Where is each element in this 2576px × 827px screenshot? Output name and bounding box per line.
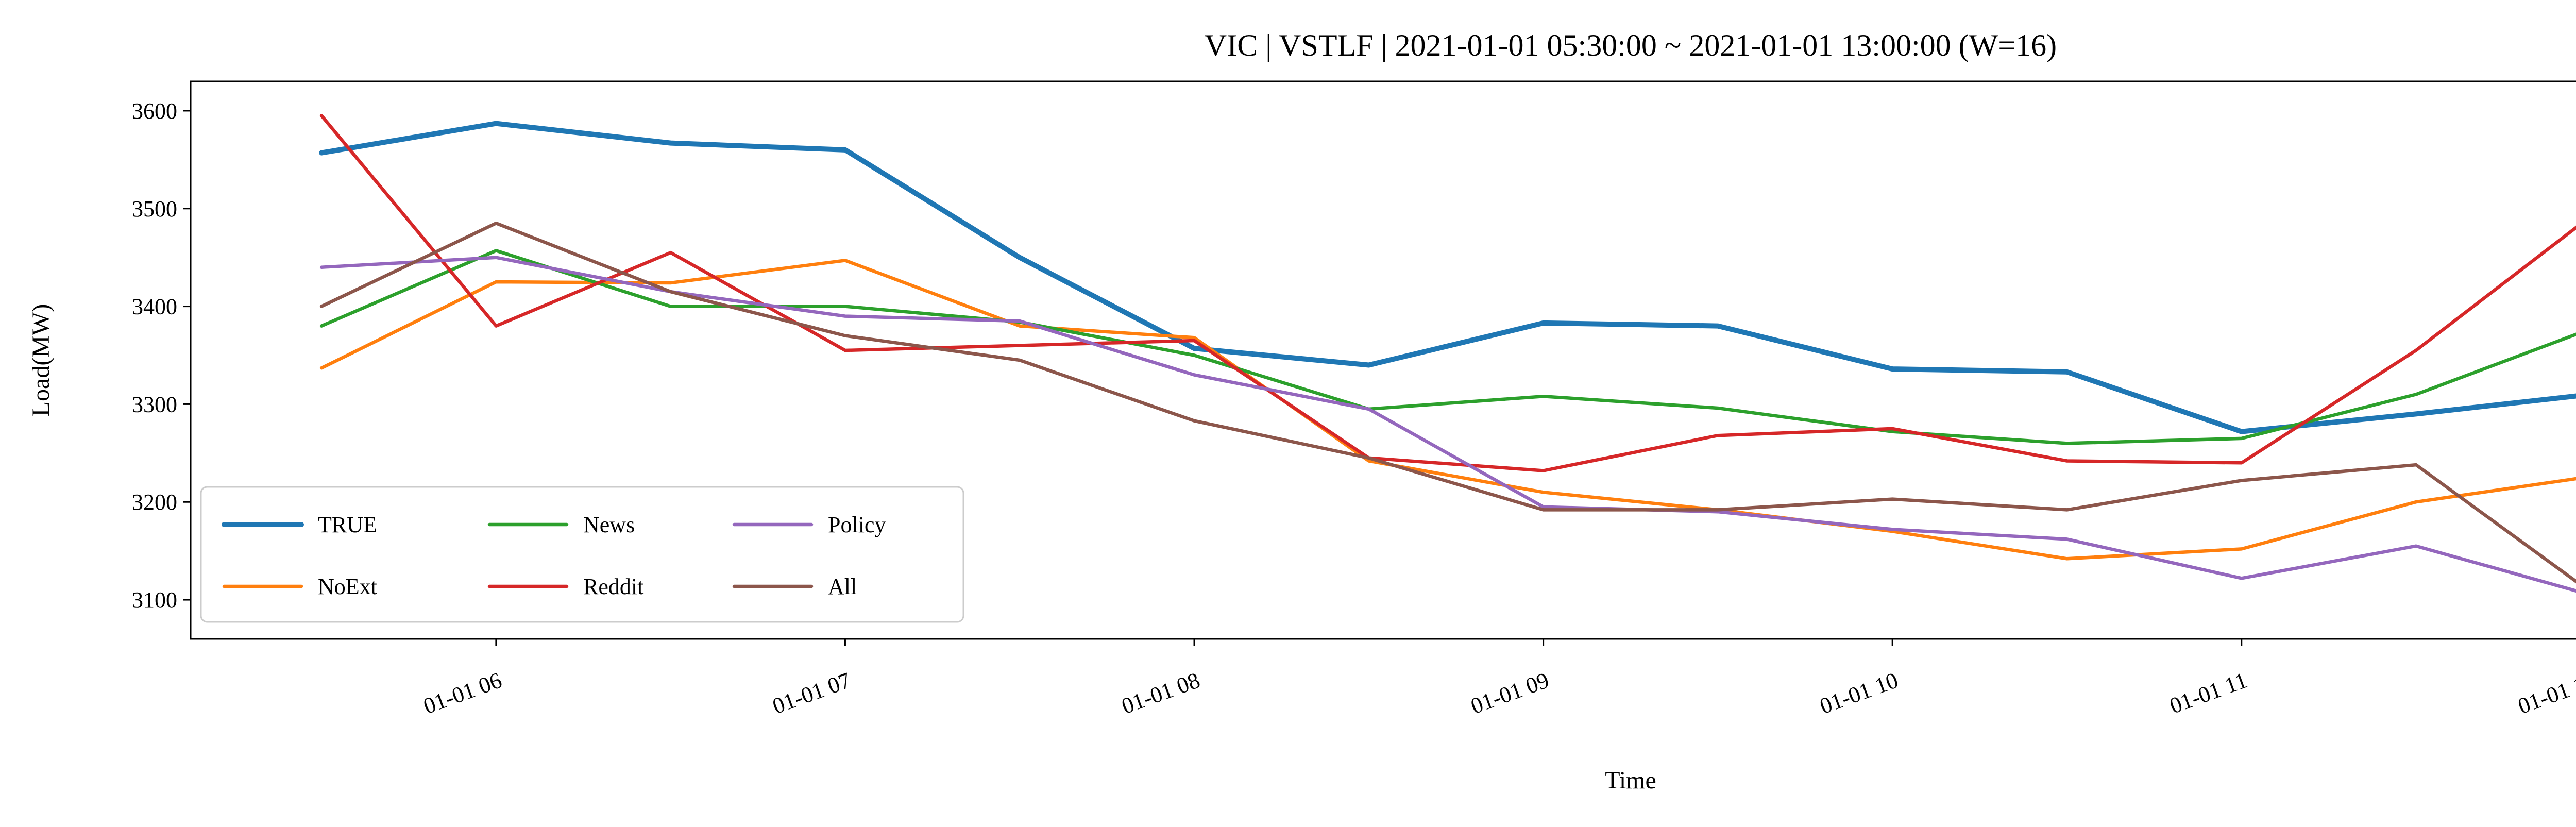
x-tick-label: 01-01 10 xyxy=(1817,667,1902,719)
series-line-All xyxy=(319,221,2576,584)
y-tick-label: 3100 xyxy=(132,587,177,613)
legend-label-NoExt: NoExt xyxy=(318,574,377,599)
x-tick-label: 01-01 12 xyxy=(2515,667,2576,719)
legend-label-Policy: Policy xyxy=(828,512,886,537)
y-tick-label: 3200 xyxy=(132,490,177,515)
series-line-Reddit xyxy=(319,114,2576,472)
y-tick-label: 3400 xyxy=(132,294,177,319)
x-tick-label: 01-01 11 xyxy=(2166,667,2250,718)
y-tick-label: 3600 xyxy=(132,98,177,124)
x-tick-label: 01-01 07 xyxy=(769,667,854,719)
axes-frame xyxy=(190,80,2576,640)
tick-marks-and-labels: 3100 3200 3300 3400 3500 3600 01-01 06 01-01 07… xyxy=(132,98,2576,719)
legend-label-TRUE: TRUE xyxy=(318,512,377,537)
legend-label-News: News xyxy=(583,512,635,537)
series-line-NoExt xyxy=(319,259,2576,561)
plot-spines xyxy=(190,80,2576,640)
y-axis-label: Load(MW) xyxy=(27,304,55,417)
legend: TRUE NoExt News Reddit Policy All xyxy=(200,486,964,623)
legend-label-All: All xyxy=(828,574,857,599)
legend-box xyxy=(200,486,964,623)
chart-title: VIC | VSTLF | 2021-01-01 05:30:00 ~ 2021… xyxy=(1205,28,2057,62)
x-tick-label: 01-01 08 xyxy=(1118,667,1204,719)
y-tick-label: 3300 xyxy=(132,392,177,417)
series-line-TRUE xyxy=(319,121,2576,434)
y-tick-label: 3500 xyxy=(132,196,177,222)
series-line-News xyxy=(319,249,2576,445)
x-tick-label: 01-01 09 xyxy=(1467,667,1552,719)
x-tick-label: 01-01 06 xyxy=(420,667,505,719)
series-lines xyxy=(319,114,2576,593)
x-axis-label: Time xyxy=(1605,767,1656,794)
legend-label-Reddit: Reddit xyxy=(583,574,643,599)
